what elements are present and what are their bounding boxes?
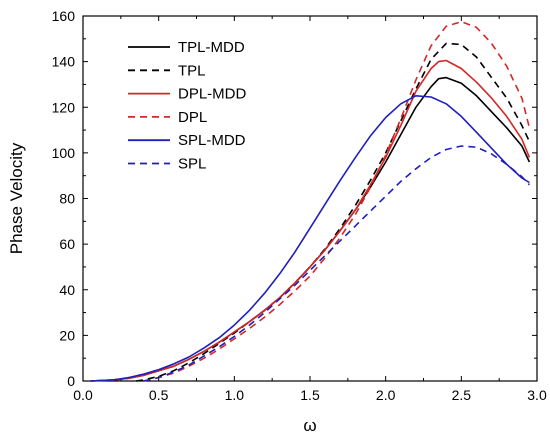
legend: TPL-MDD TPL DPL-MDD DPL SPL-MDD SPL [128,39,247,173]
y-axis-title: Phase Velocity [7,142,26,254]
series-line-tpl [135,42,531,382]
plot-frame [82,15,538,382]
axes: 0.0 0.5 1.0 1.5 2.0 2.5 3.0 0 20 40 60 80 100 120 140 1… [52,8,547,403]
x-tick-label: 1.0 [225,387,245,403]
legend-label: TPL-MDD [178,39,245,56]
y-tick-label: 120 [52,99,76,115]
legend-label: SPL [178,156,206,173]
series-line-dpl-mdd [90,59,531,382]
y-tick-label: 80 [59,191,75,207]
x-tick-label: 2.0 [376,387,396,403]
x-tick-label: 2.5 [452,387,472,403]
y-tick-label: 140 [52,54,76,70]
y-tick-label: 0 [67,373,75,389]
x-axis-title: ω [303,416,316,435]
y-tick-label: 60 [59,236,75,252]
legend-label: TPL [178,62,206,79]
y-tick-label: 100 [52,145,76,161]
x-tick-label: 0.5 [149,387,169,403]
x-tick-label: 3.0 [527,387,547,403]
x-tick-label: 0.0 [73,387,93,403]
series-line-spl-mdd [90,95,530,382]
series-line-spl [143,145,530,382]
legend-label: SPL-MDD [178,132,246,149]
legend-label: DPL [178,109,207,126]
series-lines [90,20,531,382]
x-tick-label: 1.5 [300,387,320,403]
y-tick-label: 160 [52,8,76,24]
legend-label: DPL-MDD [178,86,247,103]
y-tick-label: 20 [59,327,75,343]
y-tick-label: 40 [59,282,75,298]
